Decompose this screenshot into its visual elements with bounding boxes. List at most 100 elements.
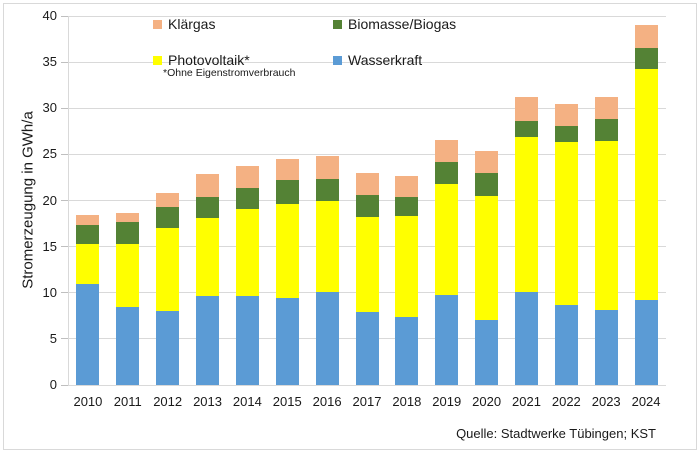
bar-segment-wasserkraft-2017: [355, 312, 379, 385]
x-tick-label: 2011: [113, 394, 142, 409]
bar-segment-photovoltaik--2021: [514, 136, 538, 292]
x-tick-label: 2017: [352, 394, 382, 409]
y-axis-tick: [61, 246, 68, 248]
legend-label-photovoltaik: Photovoltaik*: [168, 52, 250, 68]
bar-segment-photovoltaik--2010: [76, 243, 100, 284]
bar-segment-kl-rgas-2016: [315, 156, 339, 180]
bar-segment-wasserkraft-2013: [196, 295, 220, 385]
bar-segment-wasserkraft-2018: [395, 316, 419, 385]
y-tick-label: 0: [49, 377, 57, 392]
bar-segment-photovoltaik--2012: [156, 228, 180, 312]
bar-segment-kl-rgas-2024: [634, 25, 658, 49]
y-tick-label: 20: [42, 192, 57, 208]
legend-label-wasserkraft: Wasserkraft: [348, 52, 423, 68]
bar-segment-photovoltaik--2020: [475, 195, 499, 321]
bar-segment-wasserkraft-2010: [76, 283, 100, 385]
bar-segment-biomasse-biogas-2019: [435, 161, 459, 184]
bar-segment-kl-rgas-2015: [275, 158, 299, 181]
wasserkraft-swatch-icon: [333, 55, 342, 65]
y-axis-tick: [61, 61, 68, 63]
x-tick-label: 2020: [472, 394, 502, 409]
bar-segment-biomasse-biogas-2010: [76, 225, 100, 244]
bar-segment-wasserkraft-2022: [554, 304, 578, 385]
bar-segment-photovoltaik--2011: [116, 243, 140, 307]
bar-segment-photovoltaik--2022: [554, 142, 578, 305]
y-tick-label: 40: [42, 8, 57, 23]
bar-segment-wasserkraft-2016: [315, 291, 339, 385]
bar-segment-biomasse-biogas-2022: [554, 125, 578, 143]
gridline: [68, 153, 666, 155]
y-tick-label: 15: [42, 238, 57, 254]
bar-segment-kl-rgas-2020: [475, 150, 499, 173]
bar-segment-photovoltaik--2018: [395, 216, 419, 317]
bar-segment-biomasse-biogas-2011: [116, 221, 140, 244]
bar-segment-wasserkraft-2011: [116, 306, 140, 385]
bar-segment-biomasse-biogas-2024: [634, 48, 658, 69]
y-tick-label: 10: [42, 284, 57, 300]
bar-segment-photovoltaik--2019: [435, 183, 459, 295]
legend-footnote: *Ohne Eigenstromverbrauch: [163, 67, 296, 79]
bar-segment-biomasse-biogas-2012: [156, 206, 180, 229]
y-tick-label: 5: [49, 330, 57, 346]
bar-segment-kl-rgas-2018: [395, 175, 419, 197]
bar-segment-photovoltaik--2015: [275, 204, 299, 299]
bar-segment-kl-rgas-2010: [76, 215, 100, 226]
bar-segment-photovoltaik--2014: [235, 208, 259, 296]
bar-segment-biomasse-biogas-2023: [594, 119, 618, 142]
gridline: [68, 15, 666, 17]
klaergas-swatch-icon: [153, 19, 162, 29]
y-axis-tick: [61, 107, 68, 109]
x-tick-label: 2023: [591, 394, 621, 409]
bar-segment-wasserkraft-2020: [475, 320, 499, 385]
bar-segment-kl-rgas-2023: [594, 97, 618, 120]
bar-segment-wasserkraft-2019: [435, 294, 459, 385]
bar-segment-wasserkraft-2024: [634, 300, 658, 385]
bar-segment-photovoltaik--2016: [315, 201, 339, 292]
x-tick-label: 2015: [272, 394, 302, 409]
gridline: [68, 61, 666, 63]
bar-segment-biomasse-biogas-2018: [395, 196, 419, 217]
y-tick-label: 35: [42, 54, 57, 70]
x-tick-label: 2016: [312, 394, 342, 409]
bar-segment-biomasse-biogas-2015: [275, 180, 299, 205]
bar-segment-kl-rgas-2021: [514, 97, 538, 122]
x-tick-label: 2024: [631, 394, 661, 409]
y-tick-label: 30: [42, 100, 57, 116]
y-axis-tick: [61, 338, 68, 340]
bar-segment-kl-rgas-2012: [156, 193, 180, 207]
bar-segment-biomasse-biogas-2016: [315, 179, 339, 202]
legend-item-wasserkraft: Wasserkraft: [333, 52, 422, 68]
source-note: Quelle: Stadtwerke Tübingen; KST: [456, 426, 656, 441]
bar-segment-kl-rgas-2014: [235, 166, 259, 188]
gridline: [68, 107, 666, 109]
y-axis-tick: [61, 292, 68, 294]
gridline: [68, 384, 666, 386]
y-axis-line: [68, 16, 69, 385]
legend-item-photovoltaik: Photovoltaik*: [153, 52, 250, 68]
bar-segment-photovoltaik--2023: [594, 141, 618, 311]
x-tick-label: 2021: [512, 394, 541, 409]
y-axis-tick: [61, 384, 68, 386]
legend-item-klaergas: Klärgas: [153, 16, 215, 32]
x-tick-label: 2022: [551, 394, 581, 409]
bar-segment-kl-rgas-2017: [355, 172, 379, 195]
bar-segment-kl-rgas-2011: [116, 213, 140, 222]
bar-segment-kl-rgas-2022: [554, 103, 578, 126]
bar-segment-biomasse-biogas-2021: [514, 121, 538, 137]
bar-segment-kl-rgas-2013: [196, 173, 220, 197]
bar-segment-photovoltaik--2013: [196, 218, 220, 296]
y-tick-label: 25: [42, 146, 57, 162]
x-tick-label: 2013: [193, 394, 222, 409]
legend-item-biomasse: Biomasse/Biogas: [333, 16, 456, 32]
bar-segment-wasserkraft-2015: [275, 298, 299, 385]
bar-segment-kl-rgas-2019: [435, 139, 459, 162]
chart-border: [3, 3, 697, 450]
legend-label-biomasse: Biomasse/Biogas: [348, 16, 457, 32]
legend-label-klaergas: Klärgas: [168, 16, 216, 32]
biomasse-swatch-icon: [333, 19, 342, 29]
x-tick-label: 2018: [392, 394, 422, 409]
photovoltaik-swatch-icon: [153, 55, 162, 65]
y-axis-tick: [61, 153, 68, 155]
bar-segment-biomasse-biogas-2020: [475, 172, 499, 196]
